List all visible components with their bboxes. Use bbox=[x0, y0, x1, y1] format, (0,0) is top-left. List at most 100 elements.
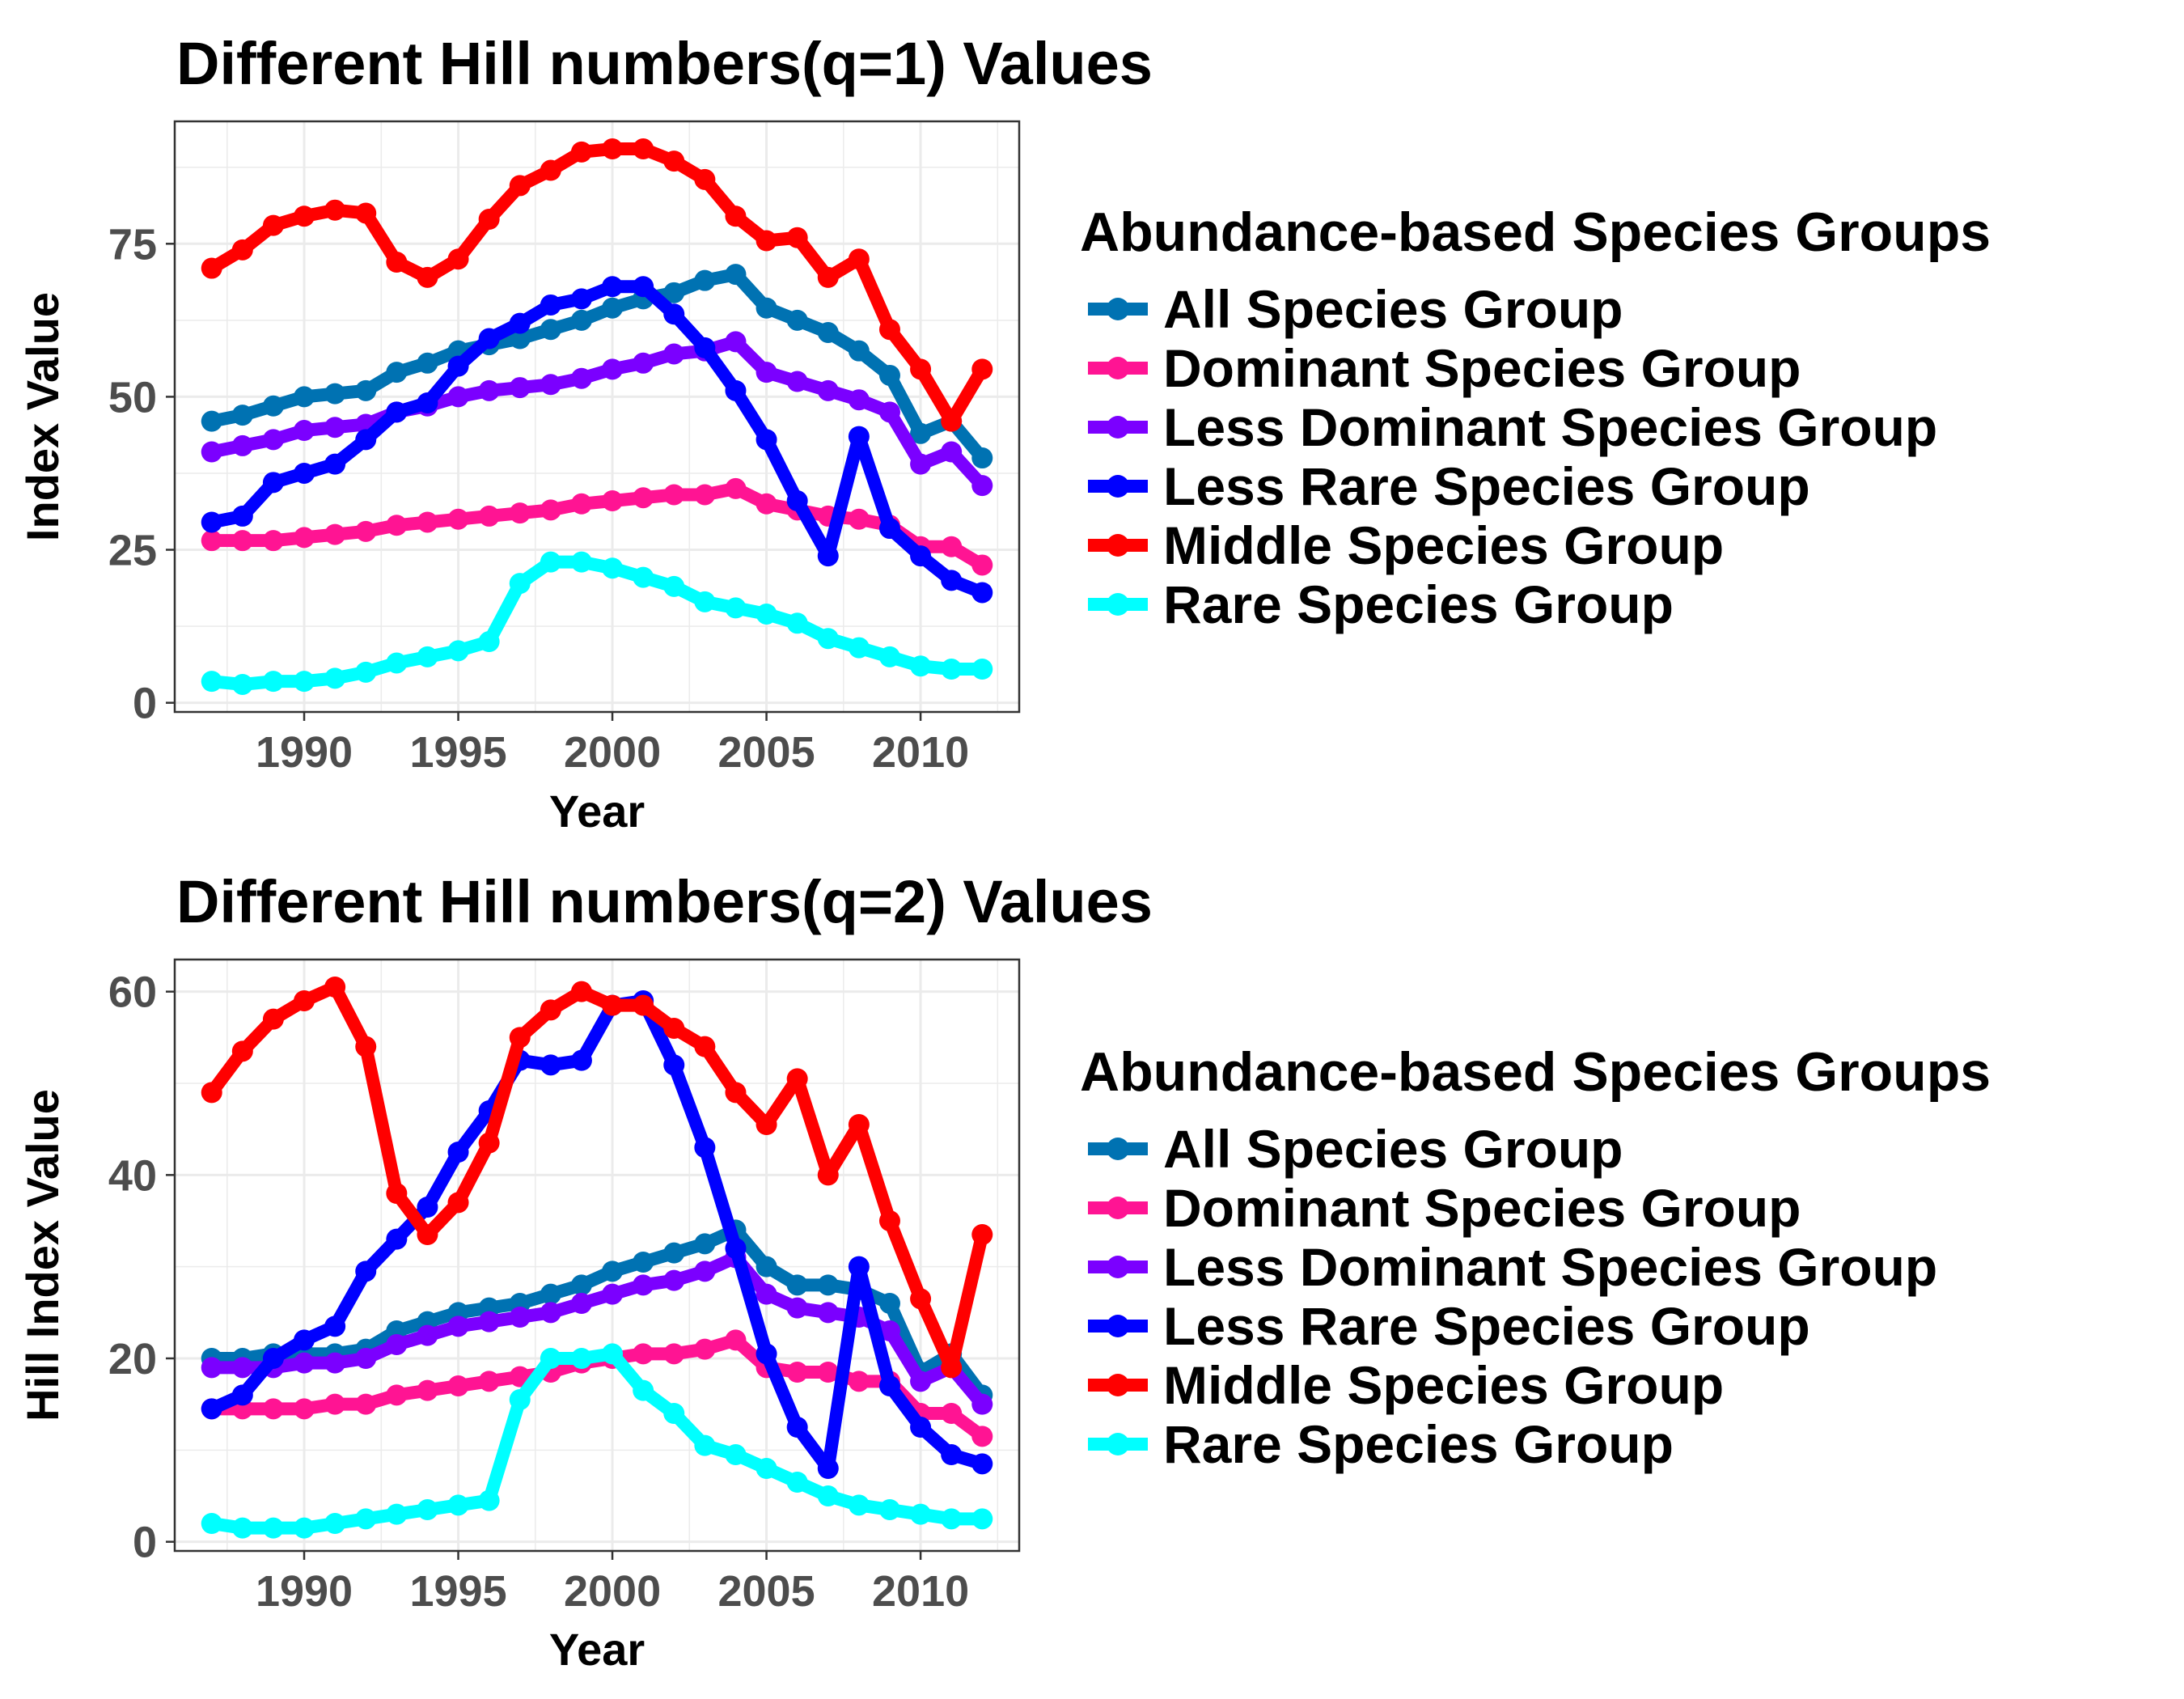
data-point bbox=[663, 1269, 685, 1291]
legend-label: Middle Species Group bbox=[1163, 515, 1724, 575]
data-point bbox=[386, 515, 408, 536]
legend-key-point bbox=[1107, 1433, 1129, 1455]
data-point bbox=[478, 1489, 500, 1511]
legend-key-point bbox=[1107, 1197, 1129, 1219]
data-point bbox=[478, 1371, 500, 1392]
data-point bbox=[447, 1494, 469, 1516]
data-point bbox=[570, 309, 592, 331]
data-point bbox=[694, 1233, 716, 1255]
data-point bbox=[694, 484, 716, 506]
data-point bbox=[725, 379, 747, 401]
data-point bbox=[694, 168, 716, 190]
data-point bbox=[663, 1242, 685, 1264]
data-point bbox=[386, 251, 408, 273]
data-point bbox=[848, 340, 870, 362]
data-point bbox=[633, 1252, 654, 1273]
data-point bbox=[817, 628, 839, 650]
data-point bbox=[971, 1508, 993, 1530]
data-point bbox=[386, 1384, 408, 1406]
data-point bbox=[663, 150, 685, 172]
data-point bbox=[941, 1444, 963, 1465]
data-point bbox=[602, 358, 624, 380]
data-point bbox=[478, 379, 500, 401]
data-point bbox=[294, 1517, 315, 1539]
data-point bbox=[817, 321, 839, 343]
data-point bbox=[633, 487, 654, 509]
data-point bbox=[417, 1324, 438, 1346]
data-point bbox=[294, 462, 315, 484]
data-point bbox=[324, 1513, 346, 1534]
data-point bbox=[633, 1379, 654, 1401]
data-point bbox=[324, 1352, 346, 1374]
legend-key-point bbox=[1107, 1138, 1129, 1160]
x-tick-label: 2000 bbox=[564, 728, 661, 777]
data-point bbox=[725, 1238, 747, 1259]
data-point bbox=[817, 1458, 839, 1479]
legend-key-point bbox=[1107, 1315, 1129, 1337]
data-point bbox=[540, 159, 561, 181]
data-point bbox=[570, 493, 592, 515]
data-point bbox=[663, 1343, 685, 1365]
data-point bbox=[386, 1228, 408, 1250]
data-point bbox=[694, 1434, 716, 1456]
data-point bbox=[725, 264, 747, 286]
data-point bbox=[509, 328, 531, 350]
legend-item: All Species Group bbox=[1088, 1119, 1623, 1179]
legend-key-point bbox=[1107, 475, 1129, 498]
data-point bbox=[324, 199, 346, 221]
data-point bbox=[324, 453, 346, 475]
data-point bbox=[694, 1338, 716, 1360]
data-point bbox=[294, 386, 315, 408]
data-point bbox=[540, 999, 561, 1021]
legend: Abundance-based Species Groups All Specie… bbox=[1080, 1041, 1991, 1474]
data-point bbox=[941, 1357, 963, 1379]
data-point bbox=[201, 1082, 222, 1104]
data-point bbox=[756, 297, 777, 319]
data-point bbox=[663, 282, 685, 303]
data-point bbox=[570, 1274, 592, 1296]
legend-item: Less Dominant Species Group bbox=[1088, 1237, 1937, 1297]
data-point bbox=[941, 1403, 963, 1424]
plot-border bbox=[173, 120, 1021, 714]
data-point bbox=[447, 248, 469, 270]
data-point bbox=[756, 429, 777, 451]
data-point bbox=[386, 362, 408, 383]
data-point bbox=[971, 1393, 993, 1415]
data-point bbox=[417, 511, 438, 533]
data-point bbox=[633, 994, 654, 1016]
data-point bbox=[817, 1485, 839, 1506]
x-tick-label: 2010 bbox=[872, 728, 969, 777]
data-point bbox=[262, 671, 284, 693]
data-point bbox=[878, 1210, 900, 1231]
data-point bbox=[971, 1426, 993, 1447]
legend-item: Dominant Species Group bbox=[1088, 338, 1801, 398]
data-point bbox=[663, 1018, 685, 1039]
data-point bbox=[848, 637, 870, 659]
data-point bbox=[602, 138, 624, 160]
legend: Abundance-based Species Groups All Specie… bbox=[1080, 201, 1991, 634]
data-point bbox=[756, 1458, 777, 1479]
x-tick-label: 1995 bbox=[409, 1567, 506, 1616]
data-point bbox=[231, 530, 253, 552]
x-tick-label: 2005 bbox=[717, 728, 815, 777]
legend-key-point bbox=[1107, 1256, 1129, 1278]
data-point bbox=[294, 1352, 315, 1374]
legend-label: All Species Group bbox=[1163, 279, 1623, 339]
data-point bbox=[878, 518, 900, 540]
data-point bbox=[324, 523, 346, 545]
y-tick-label: 0 bbox=[133, 680, 157, 728]
legend-key-point bbox=[1107, 416, 1129, 439]
data-point bbox=[786, 1297, 808, 1319]
data-point bbox=[848, 1114, 870, 1135]
plot-background bbox=[175, 960, 1019, 1551]
data-point bbox=[540, 551, 561, 573]
data-point bbox=[663, 484, 685, 506]
data-point bbox=[786, 1362, 808, 1383]
legend-item: Middle Species Group bbox=[1088, 1355, 1724, 1415]
data-point bbox=[355, 1260, 377, 1282]
x-axis-title: Year bbox=[549, 786, 645, 837]
data-point bbox=[417, 646, 438, 667]
data-point bbox=[725, 1082, 747, 1104]
data-point bbox=[694, 1260, 716, 1282]
data-point bbox=[570, 367, 592, 389]
